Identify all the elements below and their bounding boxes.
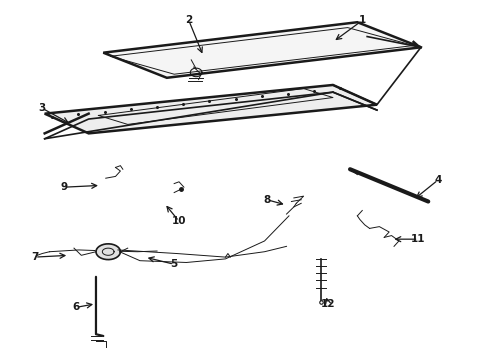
- Text: 6: 6: [73, 302, 80, 312]
- Text: 7: 7: [31, 252, 39, 262]
- Text: 12: 12: [321, 299, 335, 309]
- Text: 2: 2: [185, 15, 193, 26]
- Text: 8: 8: [263, 195, 270, 205]
- Polygon shape: [45, 85, 377, 134]
- Text: 3: 3: [39, 103, 46, 113]
- Text: 4: 4: [434, 175, 441, 185]
- Text: 10: 10: [172, 216, 186, 226]
- Text: 9: 9: [61, 182, 68, 192]
- Polygon shape: [96, 244, 121, 260]
- Text: 11: 11: [411, 234, 426, 244]
- Polygon shape: [103, 22, 421, 78]
- Text: 5: 5: [171, 259, 178, 269]
- Text: 1: 1: [359, 15, 366, 26]
